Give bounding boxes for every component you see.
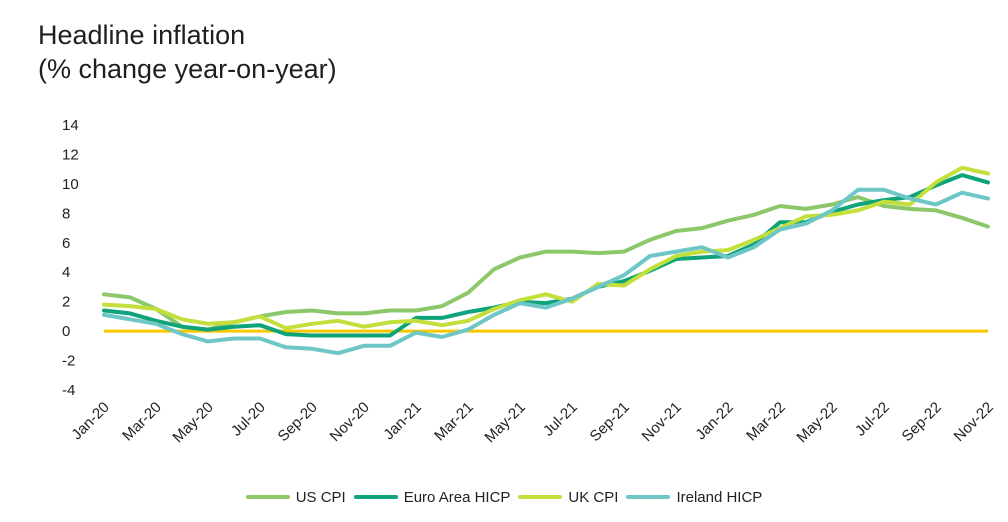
y-tick-label: 2 (62, 294, 70, 311)
legend-swatch (518, 495, 563, 499)
legend-item: Euro Area HICP (353, 488, 511, 506)
chart-title-block: Headline inflation (% change year-on-yea… (38, 18, 337, 86)
y-tick-label: 6 (62, 235, 70, 252)
x-tick-label: May-21 (481, 399, 528, 446)
legend-item: UK CPI (518, 489, 618, 506)
y-tick-label: 10 (62, 176, 79, 193)
y-tick-label: 4 (62, 264, 70, 281)
x-tick-label: Mar-21 (431, 399, 477, 445)
chart-title: Headline inflation (38, 20, 246, 50)
y-tick-label: 8 (62, 205, 70, 222)
y-tick-label: 12 (62, 146, 79, 163)
legend-label: US CPI (295, 488, 346, 506)
x-tick-label: May-20 (169, 399, 216, 446)
x-tick-label: Jul-22 (852, 399, 893, 440)
line-chart: 14 12 10 8 6 4 2 0 -2 -4 Jan-20 Mar-20 May-20 Jul-20… (62, 117, 997, 446)
legend-swatch (353, 495, 398, 499)
chart-legend: US CPI Euro Area HICP UK CPI Ireland HICP (0, 486, 1008, 506)
y-tick-label: -2 (62, 353, 75, 370)
x-tick-label: Sep-20 (275, 399, 321, 445)
x-tick-label: Jul-20 (228, 399, 269, 440)
x-tick-label: Jan-22 (692, 399, 736, 443)
x-tick-label: Sep-22 (899, 399, 945, 445)
series-line-euro-area-hicp (102, 173, 990, 338)
chart-subtitle: (% change year-on-year) (38, 54, 337, 84)
x-axis-ticks: Jan-20 Mar-20 May-20 Jul-20 Sep-20 Nov-20 Jan-… (68, 399, 996, 446)
x-tick-label: Nov-22 (951, 399, 997, 445)
x-tick-label: Mar-20 (119, 399, 165, 445)
series-line-us-cpi (102, 195, 990, 332)
x-tick-label: May-22 (793, 399, 840, 446)
legend-label: Ireland HICP (676, 488, 763, 506)
series-lines (102, 165, 990, 356)
legend-swatch (626, 495, 671, 499)
legend-item: US CPI (245, 488, 346, 506)
legend-label: Euro Area HICP (403, 488, 511, 506)
x-tick-label: Mar-22 (743, 399, 789, 445)
x-tick-label: Nov-21 (639, 399, 685, 445)
series-line-ireland-hicp (102, 187, 990, 356)
y-axis-ticks: 14 12 10 8 6 4 2 0 -2 -4 (62, 117, 79, 399)
x-tick-label: Jan-21 (380, 399, 424, 443)
y-tick-label: 0 (62, 323, 70, 340)
legend-item: Ireland HICP (626, 489, 762, 506)
legend-swatch (245, 495, 290, 499)
x-tick-label: Sep-21 (587, 399, 633, 445)
x-tick-label: Jan-20 (68, 399, 112, 443)
x-tick-label: Jul-21 (540, 399, 581, 440)
y-tick-label: -4 (62, 382, 75, 399)
legend-label: UK CPI (568, 488, 619, 506)
series-line-uk-cpi (102, 165, 990, 331)
x-tick-label: Nov-20 (327, 399, 373, 445)
y-tick-label: 14 (62, 117, 79, 134)
